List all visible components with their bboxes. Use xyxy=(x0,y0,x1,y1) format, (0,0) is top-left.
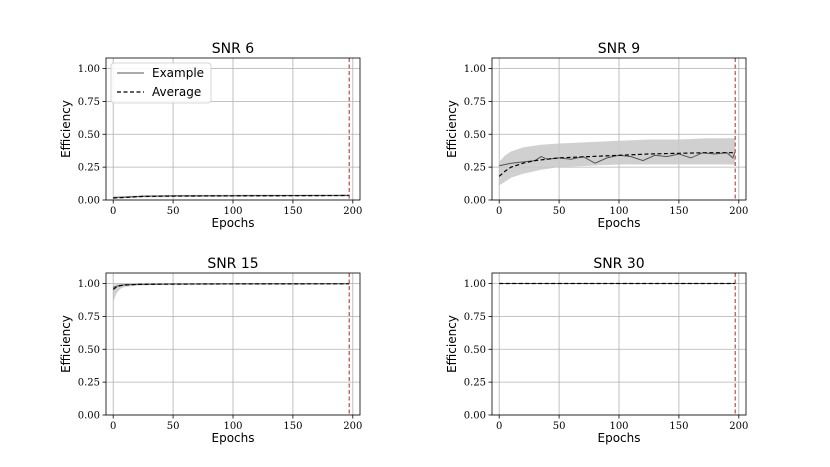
background-runs-band xyxy=(113,283,350,302)
x-axis-label: Epochs xyxy=(212,216,255,230)
x-tick-label: 100 xyxy=(609,421,628,432)
panel-title: SNR 15 xyxy=(207,256,258,272)
axes-frame xyxy=(491,272,747,416)
y-tick-label: 0.00 xyxy=(78,411,100,422)
x-tick-label: 200 xyxy=(729,421,748,432)
legend-example-label: Example xyxy=(152,66,204,80)
x-tick-label: 100 xyxy=(223,421,242,432)
x-tick-label: 0 xyxy=(110,206,116,217)
x-tick-label: 50 xyxy=(553,421,566,432)
panel-4: 0 50 100 150 200 0.00 0.25 0.50 0.75 1.00 SNR 30 Ep… xyxy=(445,256,748,445)
x-tick-label: 100 xyxy=(609,206,628,217)
x-tick-label: 0 xyxy=(110,421,116,432)
panel-title: SNR 6 xyxy=(212,41,255,57)
y-tick-label: 0.75 xyxy=(78,97,100,108)
y-tick-label: 0.50 xyxy=(78,130,100,141)
panel-title: SNR 9 xyxy=(598,41,640,57)
x-tick-label: 50 xyxy=(167,206,180,217)
y-tick-label: 1.00 xyxy=(78,279,100,290)
x-axis-label: Epochs xyxy=(598,431,641,445)
x-tick-label: 0 xyxy=(496,421,502,432)
x-tick-label: 200 xyxy=(343,206,362,217)
x-tick-label: 0 xyxy=(496,206,502,217)
y-tick-label: 0.25 xyxy=(464,163,486,174)
y-tick-label: 1.00 xyxy=(464,64,486,75)
y-axis-label: Efficiency xyxy=(59,315,73,373)
x-tick-label: 100 xyxy=(223,206,242,217)
panel-title: SNR 30 xyxy=(593,256,644,272)
axes-frame xyxy=(491,57,747,201)
axes-frame xyxy=(105,272,361,416)
y-tick-label: 0.50 xyxy=(464,345,486,356)
legend-average-label: Average xyxy=(152,85,201,99)
y-tick-label: 1.00 xyxy=(78,64,100,75)
y-axis-label: Efficiency xyxy=(445,315,459,373)
x-tick-label: 150 xyxy=(283,421,302,432)
y-axis-label: Efficiency xyxy=(445,100,459,158)
panel-2: 0 50 100 150 200 0.00 0.25 0.50 0.75 1.00 SNR 9 Epo… xyxy=(445,41,748,230)
y-tick-label: 0.00 xyxy=(464,411,486,422)
y-tick-label: 0.50 xyxy=(78,345,100,356)
x-tick-label: 50 xyxy=(167,421,180,432)
x-tick-label: 150 xyxy=(283,206,302,217)
y-tick-label: 0.75 xyxy=(78,312,100,323)
legend: Example Average xyxy=(110,62,212,104)
y-tick-label: 0.25 xyxy=(464,378,486,389)
x-tick-label: 200 xyxy=(729,206,748,217)
y-tick-label: 0.75 xyxy=(464,312,486,323)
x-tick-label: 150 xyxy=(669,206,688,217)
y-tick-label: 0.50 xyxy=(464,130,486,141)
panel-3: 0 50 100 150 200 0.00 0.25 0.50 0.75 1.00 SNR 15 Ep… xyxy=(59,256,362,445)
background-runs-band xyxy=(499,138,736,186)
panel-1: 0 50 100 150 200 0.00 0.25 0.50 0.75 1.00 SNR 6 Epo… xyxy=(59,41,362,230)
y-tick-label: 0.00 xyxy=(464,196,486,207)
average-series-line xyxy=(498,152,736,177)
average-series-line xyxy=(113,194,350,199)
y-tick-label: 0.00 xyxy=(78,196,100,207)
x-tick-label: 150 xyxy=(669,421,688,432)
y-tick-label: 0.75 xyxy=(464,97,486,108)
x-tick-label: 200 xyxy=(343,421,362,432)
y-tick-label: 1.00 xyxy=(464,279,486,290)
y-tick-label: 0.25 xyxy=(78,378,100,389)
average-series-line xyxy=(112,283,350,290)
y-axis-label: Efficiency xyxy=(59,100,73,158)
y-tick-label: 0.25 xyxy=(78,163,100,174)
x-axis-label: Epochs xyxy=(598,216,641,230)
x-axis-label: Epochs xyxy=(212,431,255,445)
axes-frame xyxy=(105,57,361,201)
x-tick-label: 50 xyxy=(553,206,566,217)
